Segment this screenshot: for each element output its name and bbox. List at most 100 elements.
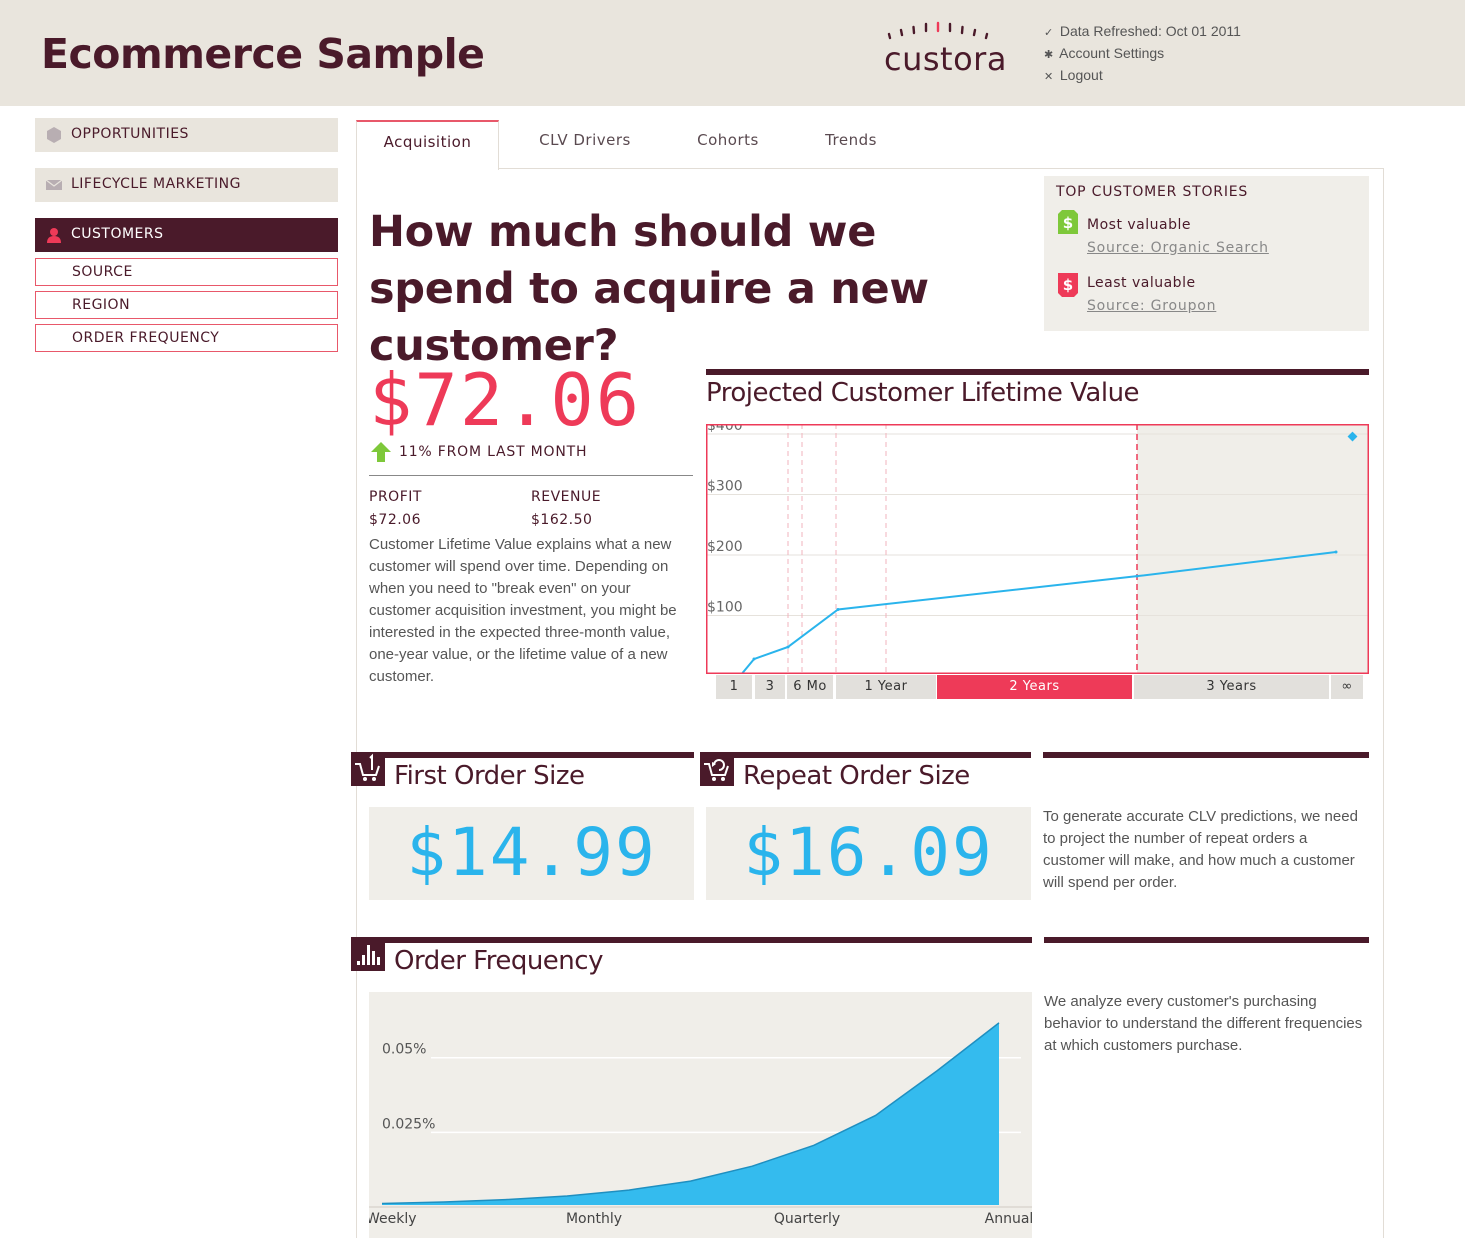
subnav-order-frequency[interactable]: ORDER FREQUENCY [35, 324, 338, 352]
clv-data-point [1135, 574, 1139, 578]
frequency-x-tick-label: Monthly [566, 1211, 622, 1227]
clv-data-point [1334, 550, 1338, 554]
order-size-desc-bar [1043, 752, 1369, 758]
tab-clv-drivers[interactable]: CLV Drivers [505, 120, 665, 170]
frequency-chart[interactable]: 0.05% 0.025% Weekly Monthly Quarterly Annual [369, 992, 1032, 1238]
profit-value: $72.06 [369, 512, 421, 528]
most-valuable-source-link[interactable]: Source: Organic Search [1087, 240, 1269, 256]
clv-y-tick-label: $300 [707, 479, 743, 495]
clv-chart[interactable]: $400 $300 $200 $100 [706, 424, 1369, 674]
tab-trends-label: Trends [825, 131, 877, 149]
least-valuable-source-link[interactable]: Source: Groupon [1087, 298, 1217, 314]
least-valuable-label: Least valuable [1087, 275, 1196, 291]
tab-trends[interactable]: Trends [795, 120, 907, 170]
clv-axis-segment[interactable]: 2 Years [937, 675, 1132, 699]
least-badge-glyph: $ [1063, 276, 1073, 294]
profit-label: PROFIT [369, 489, 422, 505]
account-settings-link[interactable]: ✱ Account Settings [1044, 43, 1241, 65]
page-question: How much should we spend to acquire a ne… [369, 207, 929, 371]
frequency-section-bar [351, 937, 1032, 943]
most-badge-glyph: $ [1063, 214, 1073, 232]
dollar-tag-red-icon: $ [1058, 273, 1078, 297]
tab-clv-drivers-label: CLV Drivers [539, 131, 631, 149]
clv-axis-segment[interactable]: 6 Mo [787, 675, 833, 699]
clv-y-tick-label: $200 [707, 539, 743, 555]
frequency-area [382, 1022, 999, 1205]
clv-axis-segment[interactable]: 3 [755, 675, 785, 699]
divider [369, 475, 693, 476]
frequency-desc-bar [1044, 937, 1369, 943]
clv-section-bar [706, 369, 1369, 375]
bar-chart-icon [351, 937, 385, 971]
logout-link[interactable]: ✕ Logout [1044, 65, 1241, 87]
logo-text: custora [884, 40, 1007, 78]
close-icon: ✕ [1044, 71, 1054, 83]
repeat-order-title: Repeat Order Size [743, 761, 970, 791]
gear-icon: ✱ [1044, 49, 1054, 61]
header-links: ✓ Data Refreshed: Oct 01 2011 ✱ Account … [1044, 21, 1241, 87]
nav-customers[interactable]: CUSTOMERS [35, 218, 338, 252]
order-size-description: To generate accurate CLV predictions, we… [1043, 808, 1358, 891]
tab-acquisition[interactable]: Acquisition [356, 120, 499, 170]
subnav-order-frequency-label: ORDER FREQUENCY [72, 330, 220, 346]
logo-rays-icon [887, 21, 989, 40]
top-customer-stories: TOP CUSTOMER STORIES $ Most valuable Sou… [1044, 176, 1369, 331]
nav-lifecycle-marketing-label: LIFECYCLE MARKETING [71, 176, 241, 192]
revenue-value: $162.50 [531, 512, 593, 528]
subnav-region-label: REGION [72, 297, 131, 313]
clv-lifetime-marker [1347, 431, 1358, 442]
clv-axis-segment[interactable]: 3 Years [1134, 675, 1329, 699]
dollar-tag-green-icon: $ [1058, 210, 1078, 234]
nav-opportunities[interactable]: OPPORTUNITIES [35, 118, 338, 152]
nav-customers-label: CUSTOMERS [71, 226, 164, 242]
subnav-source-label: SOURCE [72, 264, 133, 280]
frequency-x-tick-label: Weekly [369, 1211, 417, 1227]
frequency-y-tick-label: 0.025% [382, 1116, 435, 1132]
data-refreshed-status: ✓ Data Refreshed: Oct 01 2011 [1044, 21, 1241, 43]
subnav-region[interactable]: REGION [35, 291, 338, 319]
clv-description: Customer Lifetime Value explains what a … [369, 536, 677, 685]
envelope-icon [46, 179, 62, 190]
check-icon: ✓ [1044, 27, 1054, 39]
frequency-description: We analyze every customer's purchasing b… [1044, 993, 1363, 1054]
clv-axis-segment[interactable]: 1 Year [836, 675, 936, 699]
clv-data-point [786, 645, 790, 649]
clv-value: $72.06 [369, 358, 642, 442]
first-order-title: First Order Size [394, 761, 585, 791]
clv-axis-segment[interactable]: ∞ [1331, 675, 1363, 699]
clv-change: 11% FROM LAST MONTH [371, 442, 587, 462]
clv-data-point [836, 607, 840, 611]
frequency-title: Order Frequency [394, 946, 603, 976]
clv-axis-segment[interactable]: 1 [716, 675, 752, 699]
repeat-order-section-bar [700, 752, 1031, 758]
account-settings-label: Account Settings [1059, 45, 1165, 61]
clv-chart-border [706, 424, 1369, 674]
first-order-value: $14.99 [369, 807, 694, 900]
frequency-x-tick-label: Annual [985, 1211, 1032, 1227]
app-title: Ecommerce Sample [41, 30, 485, 78]
tab-cohorts-label: Cohorts [697, 131, 759, 149]
subnav-source[interactable]: SOURCE [35, 258, 338, 286]
cart-one-icon [351, 752, 385, 786]
logout-label: Logout [1059, 67, 1103, 83]
frequency-line [381, 1022, 1000, 1205]
clv-change-text: 11% FROM LAST MONTH [399, 444, 588, 460]
tab-cohorts[interactable]: Cohorts [670, 120, 786, 170]
nav-lifecycle-marketing[interactable]: LIFECYCLE MARKETING [35, 168, 338, 202]
nav-opportunities-label: OPPORTUNITIES [71, 126, 189, 142]
data-refreshed-label: Data Refreshed: Oct 01 2011 [1059, 23, 1241, 39]
custora-logo[interactable]: custora [882, 18, 1012, 78]
arrow-up-icon [371, 442, 391, 462]
most-valuable-label: Most valuable [1087, 217, 1191, 233]
frequency-y-tick-label: 0.05% [382, 1042, 426, 1058]
clv-line [740, 550, 1337, 674]
revenue-label: REVENUE [531, 489, 602, 505]
hexagon-icon [47, 127, 61, 143]
tab-acquisition-label: Acquisition [383, 133, 472, 151]
clv-y-tick-label: $100 [707, 600, 743, 616]
clv-projection-region [1137, 424, 1369, 674]
clv-data-point [752, 657, 756, 661]
frequency-x-tick-label: Quarterly [774, 1211, 840, 1227]
cart-repeat-icon [700, 752, 734, 786]
